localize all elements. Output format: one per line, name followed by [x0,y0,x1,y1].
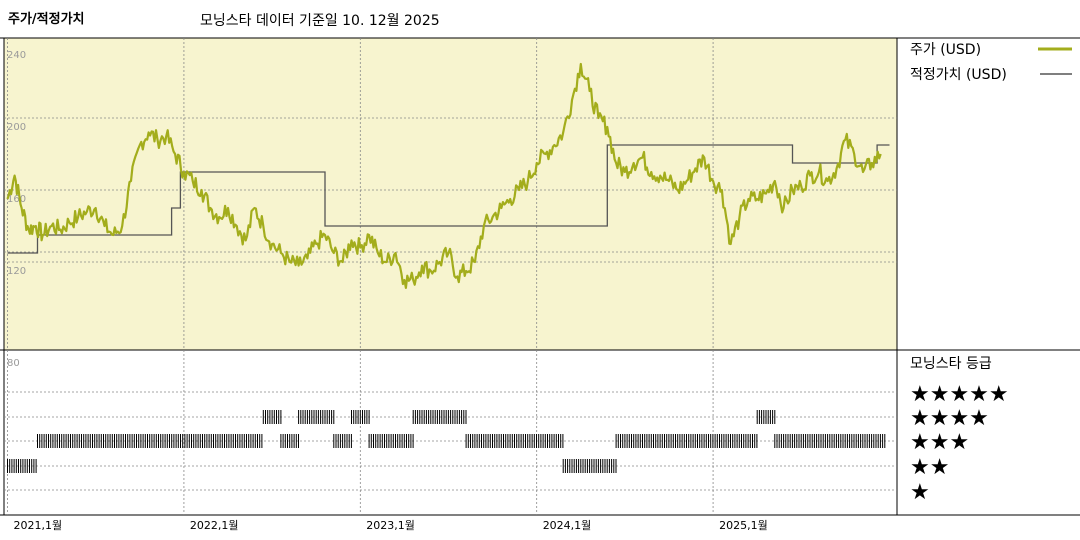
y-tick-label: 200 [7,122,26,133]
rating-segment-3-star [465,434,564,448]
rating-legend-3: ★★★ [910,430,969,455]
legend-price-label: 주가 (USD) [910,42,981,58]
lower-grid [4,391,897,491]
rating-segment-3-star [368,434,414,448]
rating-segment-3-star [280,434,299,448]
rating-legend-title: 모닝스타 등급 [910,356,992,372]
rating-segment-3-star [774,434,886,448]
rating-segment-4-star [298,410,335,424]
rating-legend-2: ★★ [910,455,949,480]
fair-value-layer [7,144,890,254]
price-panel-bg [4,38,897,350]
y-tick-label: 160 [7,194,26,205]
price-series [6,62,882,289]
x-tick-label: 2023,1월 [366,519,415,532]
y-tick-label: 120 [7,266,26,277]
y-tick-label: 240 [7,50,26,61]
rating-segment-4-star [262,410,282,424]
rating-legend-5: ★★★★★ [910,382,1009,407]
rating-segment-2-star [7,459,37,473]
chart-data-date: 모닝스타 데이터 기준일 10. 12월 2025 [200,13,440,29]
chart-left-title: 주가/적정가치 [8,12,85,27]
rating-segment-3-star [615,434,758,448]
rating-legend-4: ★★★★ [910,406,989,431]
rating-segment-3-star [37,434,263,448]
x-tick-label: 2022,1월 [190,519,239,532]
rating-segment-4-star [351,410,370,424]
x-tick-label: 2021,1월 [14,519,63,532]
rating-layer [7,410,886,473]
rating-legend-1: ★ [910,480,930,505]
price-layer [6,62,882,289]
rating-segment-3-star [333,434,352,448]
rating-segment-2-star [562,459,617,473]
legend-fair-label: 적정가치 (USD) [910,67,1007,83]
fair-value-series [7,144,890,254]
x-tick-label: 2025,1월 [719,519,768,532]
rating-segment-4-star [412,410,467,424]
x-tick-label: 2024,1월 [543,519,592,532]
rating-segment-4-star [756,410,776,424]
y-tick-label-lower: 80 [7,358,20,369]
axis-ticks: 240 200 160 120 80 2021,1월 2022,1월 2023,1월 2024,… [7,50,768,532]
